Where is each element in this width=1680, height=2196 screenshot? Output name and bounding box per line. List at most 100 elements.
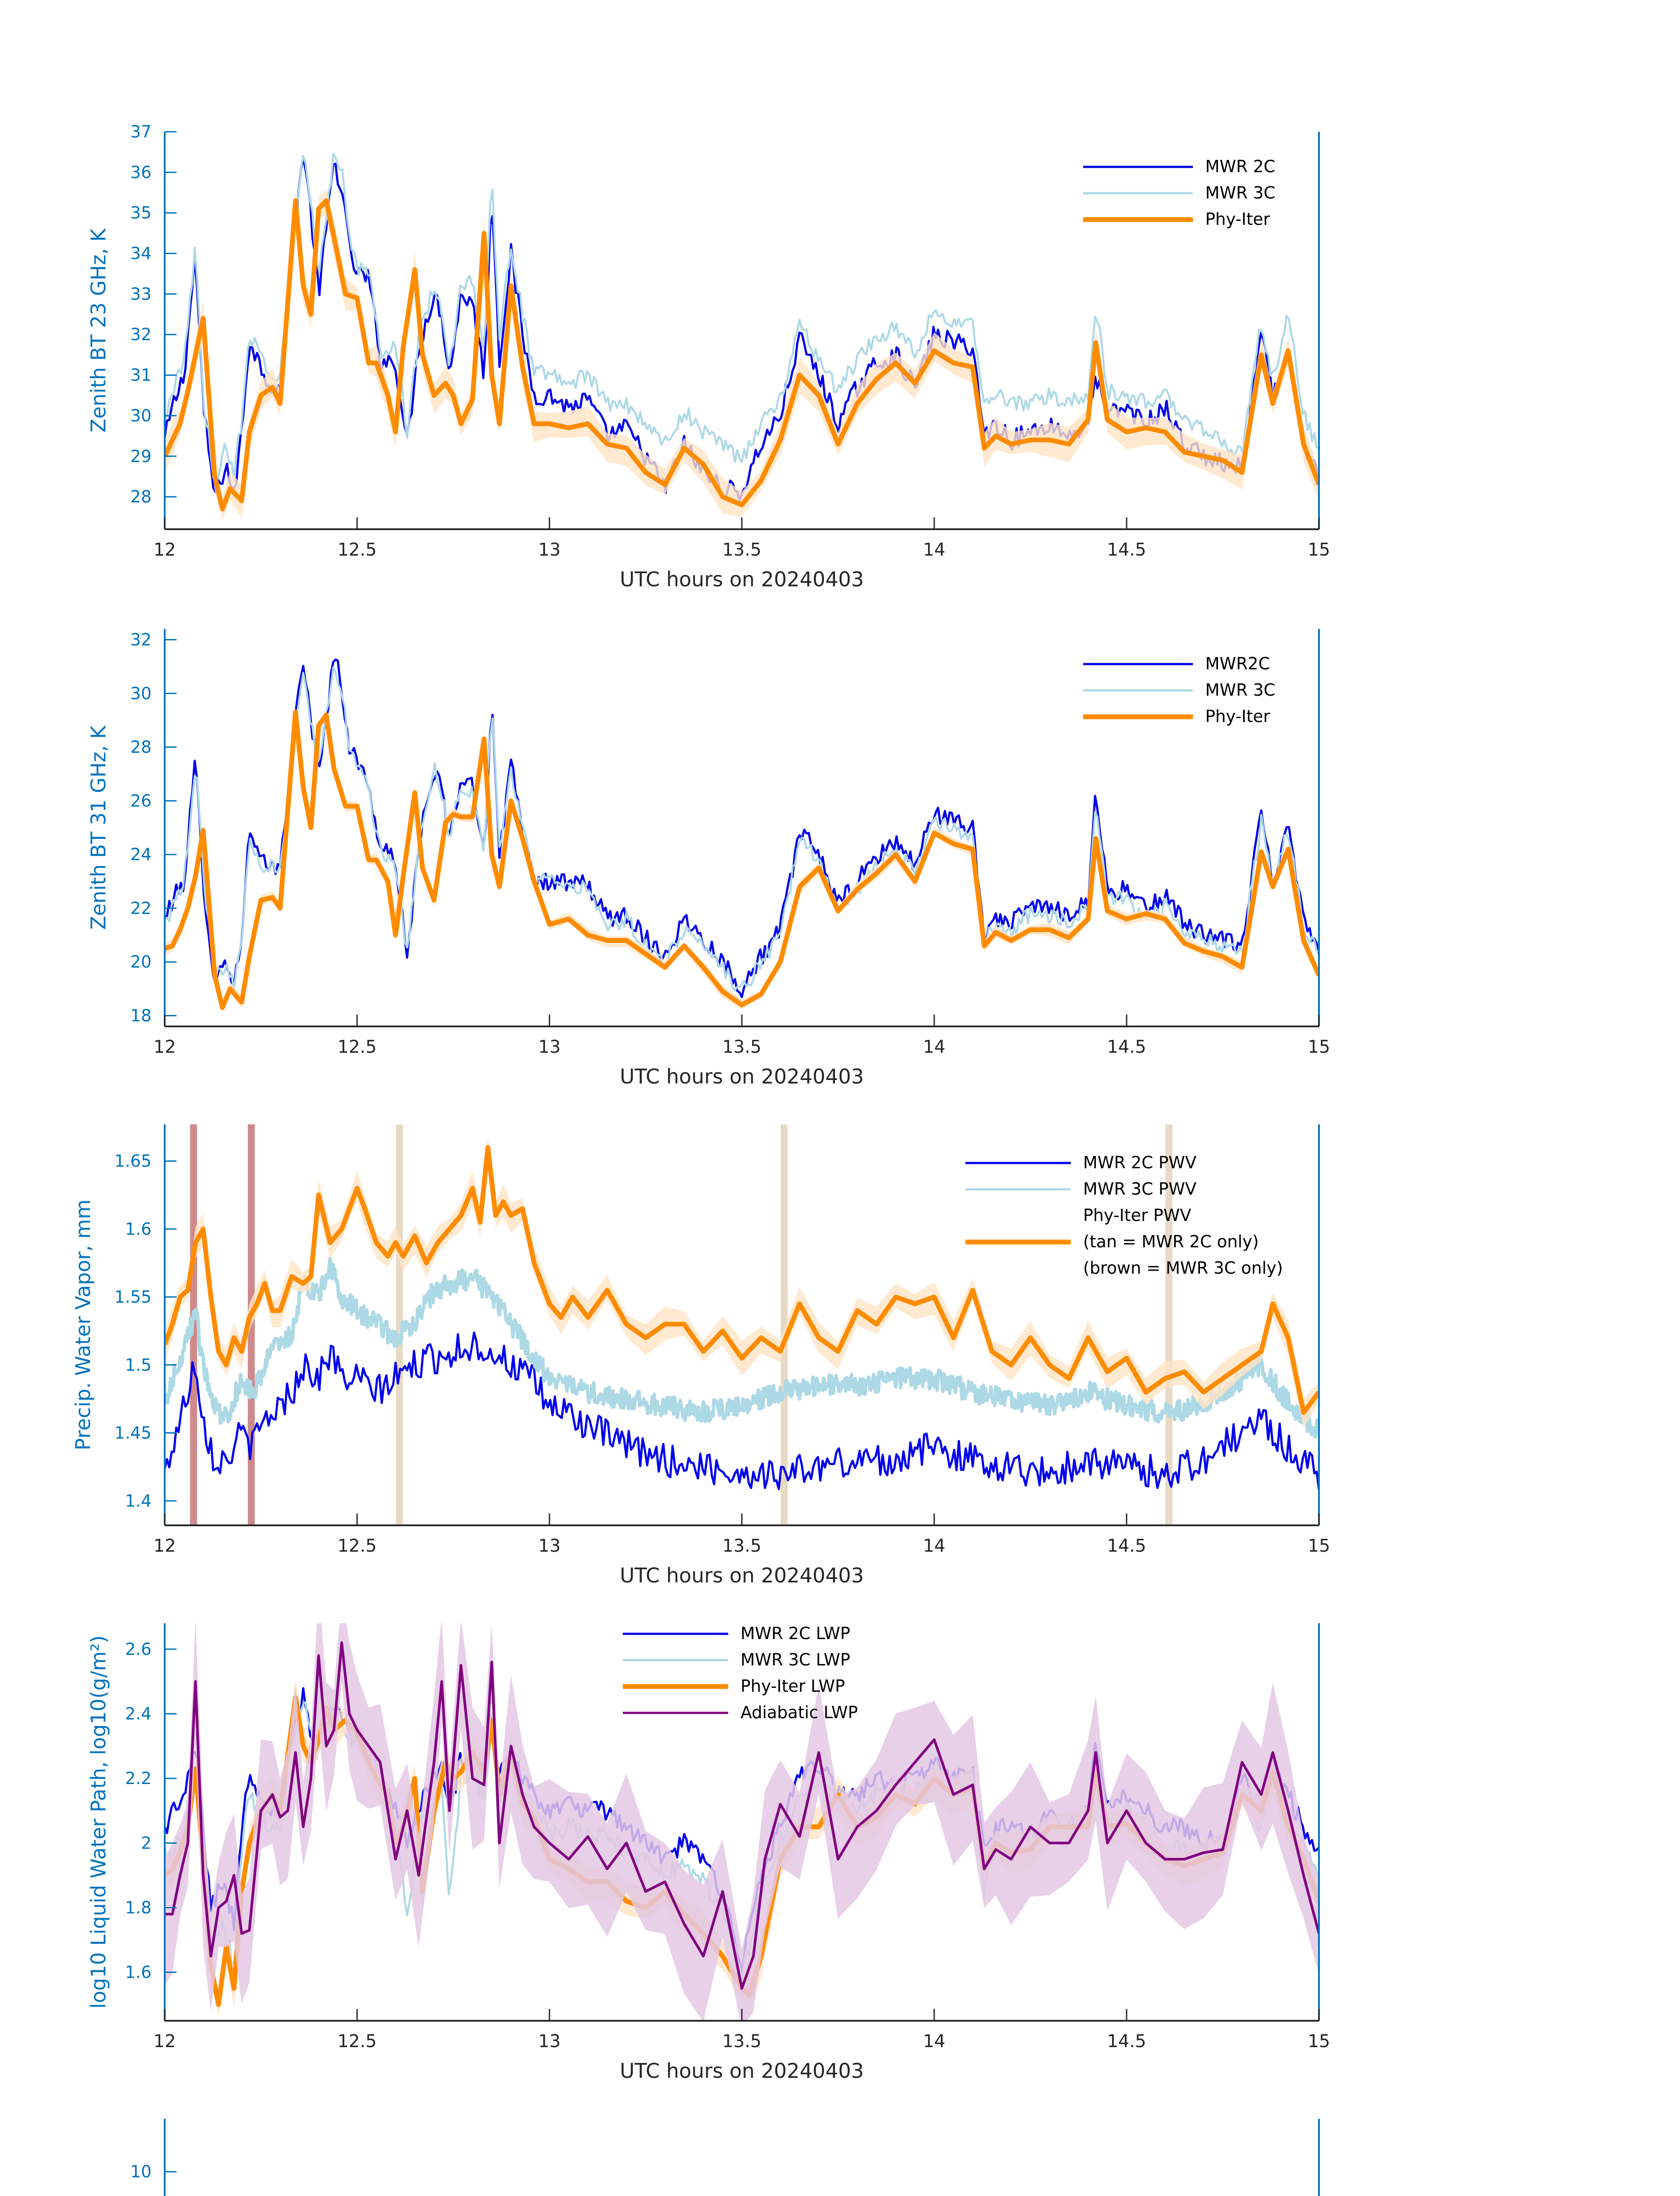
legend-entry: Phy-Iter [1205, 209, 1270, 229]
x-tick-label: 15 [1308, 1536, 1330, 1556]
phyiter-uncertainty-band [165, 708, 1319, 1011]
x-tick-label: 12.5 [337, 1037, 376, 1057]
y-tick-label: 1.45 [114, 1423, 152, 1443]
y-tick-label: 1.65 [114, 1152, 152, 1171]
legend-entry: MWR 2C PWV [1083, 1153, 1196, 1172]
x-tick-label: 14.5 [1107, 2031, 1146, 2052]
y-tick-label: 28 [130, 487, 152, 506]
series-line-mwr3c [165, 152, 1319, 486]
x-tick-label: 13.5 [722, 2031, 761, 2052]
y-tick-label: 37 [130, 122, 152, 141]
x-tick-label: 12.5 [337, 540, 376, 560]
y-tick-label: 18 [130, 1006, 152, 1026]
y-tick-label: 1.8 [125, 1898, 152, 1917]
panel-1: 28 29 30 31 32 33 34 35 36 37 12 12.5 13 13.5 14 14.5 15… [87, 122, 1330, 591]
x-tick-label: 14.5 [1107, 1037, 1146, 1057]
series-line-mwr3c [165, 1257, 1319, 1439]
x-tick-label: 12 [154, 540, 176, 560]
y-tick-label: 31 [130, 365, 152, 385]
x-axis-label: UTC hours on 20240403 [620, 1564, 864, 1587]
x-tick-label: 15 [1308, 1037, 1330, 1057]
legend-entry: MWR2C [1205, 654, 1270, 673]
x-axis-label: UTC hours on 20240403 [620, 1065, 864, 1088]
series-line-mwr2c [165, 158, 1319, 503]
y-tick-label: 28 [130, 737, 152, 757]
legend: MWR 2C MWR 3C Phy-Iter [1083, 157, 1275, 229]
flag-band-tan [396, 1124, 403, 1525]
y-tick-label: 2.4 [125, 1704, 152, 1723]
y-tick-label: 30 [130, 684, 152, 703]
y-tick-label: 2 [141, 1833, 152, 1853]
x-tick-label: 13 [538, 1536, 561, 1556]
y-tick-label: 32 [130, 325, 152, 344]
x-tick-label: 12.5 [337, 2031, 376, 2052]
legend-entry: MWR 3C LWP [741, 1650, 850, 1669]
y-axis-label: Zenith BT 31 GHz, K [87, 725, 110, 930]
x-tick-label: 15 [1308, 2031, 1330, 2052]
panel-2: 18 20 22 24 26 28 30 32 12 12.5 13 13.5 14 14.5 15 UTC … [87, 629, 1330, 1088]
y-tick-label: 26 [130, 791, 152, 810]
flag-band-tan [780, 1124, 788, 1525]
x-tick-label: 13 [538, 540, 561, 560]
legend-entry: MWR 3C [1205, 680, 1275, 700]
legend-entry: MWR 2C LWP [741, 1624, 850, 1643]
plot-area [165, 152, 1319, 519]
x-axis-label: UTC hours on 20240403 [620, 2059, 864, 2083]
y-tick-label: 1.6 [125, 1963, 152, 1982]
y-tick-label: 29 [130, 447, 152, 466]
y-tick-label: 35 [130, 203, 152, 223]
plot-area [165, 1623, 1319, 2021]
y-tick-label: 2.6 [125, 1640, 152, 1659]
legend-entry: (tan = MWR 2C only) [1083, 1232, 1259, 1251]
series-line-phyiter [165, 1145, 1319, 1415]
legend: MWR 2C PWV MWR 3C PWV Phy-Iter PWV (tan = M… [965, 1153, 1283, 1278]
x-tick-label: 13.5 [722, 1536, 761, 1556]
x-tick-label: 12.5 [337, 1536, 376, 1556]
x-tick-label: 14 [923, 2031, 946, 2052]
x-tick-label: 14.5 [1107, 540, 1146, 560]
x-tick-label: 12 [154, 1037, 176, 1057]
series-line-phyiter [165, 198, 1319, 512]
y-tick-label: 33 [130, 284, 152, 303]
legend-entry: Phy-Iter PWV [1083, 1206, 1191, 1225]
y-tick-label: 1.4 [125, 1491, 152, 1510]
legend: MWR2C MWR 3C Phy-Iter [1083, 654, 1275, 726]
legend-entry: Adiabatic LWP [741, 1703, 858, 1722]
x-tick-label: 14.5 [1107, 1536, 1146, 1556]
x-tick-label: 12 [154, 1536, 176, 1556]
legend-entry: (brown = MWR 3C only) [1083, 1258, 1283, 1278]
x-tick-label: 14 [923, 1037, 946, 1057]
y-tick-label: 30 [130, 406, 152, 425]
x-tick-label: 14 [923, 540, 946, 560]
legend-entry: MWR 2C [1205, 157, 1275, 176]
legend-entry: Phy-Iter LWP [741, 1676, 845, 1696]
y-tick-label: 1.55 [114, 1287, 152, 1307]
y-axis-label: log10 Liquid Water Path, log10(g/m²) [87, 1635, 110, 2008]
series-line-adiabatic [165, 1641, 1319, 1990]
series-line-mwr2c [165, 658, 1319, 998]
plot-area [165, 658, 1319, 1011]
y-axis-label: Precip. Water Vapor, mm [71, 1199, 95, 1450]
x-tick-label: 13 [538, 2031, 561, 2052]
y-tick-label: 32 [130, 630, 152, 649]
y-tick-label: 1.5 [125, 1355, 152, 1375]
panel-4: 1.6 1.8 2 2.2 2.4 2.6 12 12.5 13 13.5 14 14.5 15 UTC … [87, 1623, 1330, 2083]
legend-entry: MWR 3C [1205, 183, 1275, 202]
phyiter-uncertainty-band [165, 189, 1319, 519]
y-tick-label: 22 [130, 899, 152, 918]
x-tick-label: 13.5 [722, 540, 761, 560]
x-tick-label: 13 [538, 1037, 561, 1057]
y-tick-label: 24 [130, 845, 152, 864]
legend: MWR 2C LWP MWR 3C LWP Phy-Iter LWP Adiabati… [623, 1624, 858, 1722]
panel-3: 1.4 1.45 1.5 1.55 1.6 1.65 12 12.5 13 13.5 14 14.5 1… [71, 1124, 1330, 1587]
series-line-mwr2c [165, 1331, 1319, 1490]
x-tick-label: 12 [154, 2031, 176, 2052]
phyiter-uncertainty-band [165, 1138, 1319, 1428]
legend-entry: Phy-Iter [1205, 707, 1270, 726]
y-tick-label: 10 [130, 2162, 152, 2182]
y-tick-label: 36 [130, 163, 152, 182]
y-axis-label: Zenith BT 23 GHz, K [87, 228, 110, 433]
plot-area [165, 1124, 1319, 1525]
